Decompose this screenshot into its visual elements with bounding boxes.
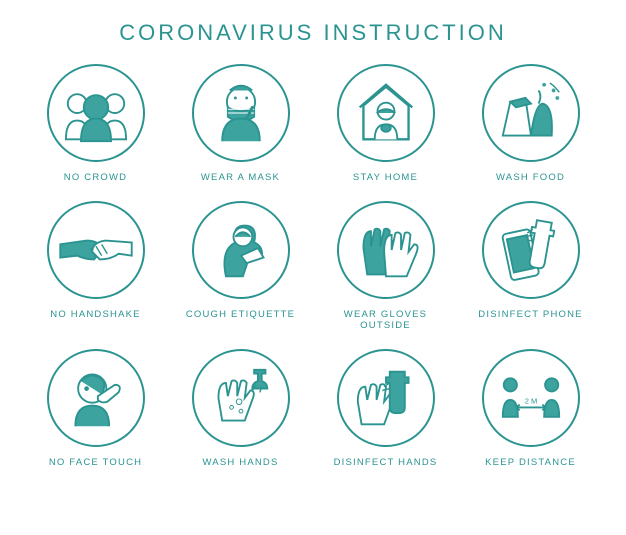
wash-food-label: WASH FOOD: [496, 172, 565, 183]
disinfect-hands-icon: [337, 349, 435, 447]
cell-wear-a-mask: WEAR A MASK: [173, 64, 308, 183]
wash-hands-label: WASH HANDS: [202, 457, 278, 468]
cell-no-handshake: NO HANDSHAKE: [28, 201, 163, 331]
no-crowd-icon: [47, 64, 145, 162]
svg-text:2 M: 2 M: [524, 397, 537, 406]
cell-stay-home: STAY HOME: [318, 64, 453, 183]
cell-wash-hands: WASH HANDS: [173, 349, 308, 468]
keep-distance-label: KEEP DISTANCE: [485, 457, 576, 468]
wash-food-icon: [482, 64, 580, 162]
cell-no-face-touch: NO FACE TOUCH: [28, 349, 163, 468]
no-face-touch-label: NO FACE TOUCH: [49, 457, 142, 468]
cell-wear-gloves-outside: WEAR GLOVES OUTSIDE: [318, 201, 453, 331]
no-handshake-icon: [47, 201, 145, 299]
wear-gloves-outside-label: WEAR GLOVES OUTSIDE: [318, 309, 453, 331]
keep-distance-icon: 2 M: [482, 349, 580, 447]
wear-a-mask-label: WEAR A MASK: [201, 172, 280, 183]
no-handshake-label: NO HANDSHAKE: [50, 309, 140, 320]
stay-home-label: STAY HOME: [353, 172, 418, 183]
no-face-touch-icon: [47, 349, 145, 447]
stay-home-icon: [337, 64, 435, 162]
disinfect-phone-label: DISINFECT PHONE: [478, 309, 582, 320]
instruction-grid: NO CROWD WEAR A MASK STAY HOME WASH FOOD…: [28, 64, 598, 468]
disinfect-hands-label: DISINFECT HANDS: [334, 457, 438, 468]
mask-icon: [192, 64, 290, 162]
no-crowd-label: NO CROWD: [64, 172, 127, 183]
wash-hands-icon: [192, 349, 290, 447]
cough-etiquette-icon: [192, 201, 290, 299]
gloves-icon: [337, 201, 435, 299]
cell-disinfect-phone: DISINFECT PHONE: [463, 201, 598, 331]
cough-etiquette-label: COUGH ETIQUETTE: [186, 309, 295, 320]
cell-disinfect-hands: DISINFECT HANDS: [318, 349, 453, 468]
cell-no-crowd: NO CROWD: [28, 64, 163, 183]
page-title: CORONAVIRUS INSTRUCTION: [28, 20, 598, 46]
disinfect-phone-icon: [482, 201, 580, 299]
cell-cough-etiquette: COUGH ETIQUETTE: [173, 201, 308, 331]
cell-wash-food: WASH FOOD: [463, 64, 598, 183]
cell-keep-distance: 2 M KEEP DISTANCE: [463, 349, 598, 468]
